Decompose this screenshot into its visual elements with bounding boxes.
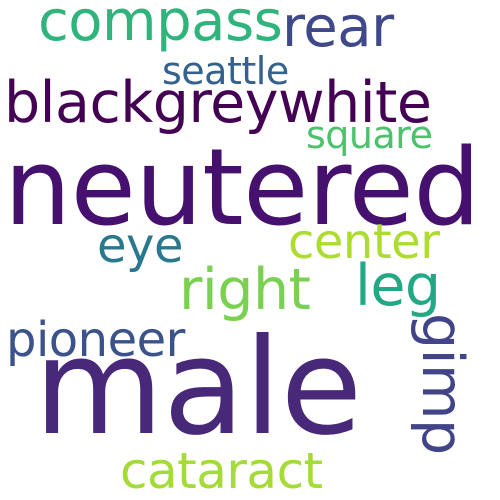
word-neutered: neutered xyxy=(4,126,481,249)
word-male: male xyxy=(34,311,362,465)
word-eye: eye xyxy=(97,218,183,274)
word-compass: compass xyxy=(38,0,283,54)
word-center: center xyxy=(288,214,440,270)
word-pioneer: pioneer xyxy=(6,312,185,368)
word-gimp: gimp xyxy=(409,313,475,455)
word-cataract: cataract xyxy=(120,442,323,500)
word-right: right xyxy=(179,257,311,323)
word-rear: rear xyxy=(282,0,394,60)
word-blackgreywhite: blackgreywhite xyxy=(4,70,432,136)
word-square: square xyxy=(306,113,433,157)
word-seattle: seattle xyxy=(162,49,289,93)
word-leg: leg xyxy=(355,253,441,319)
